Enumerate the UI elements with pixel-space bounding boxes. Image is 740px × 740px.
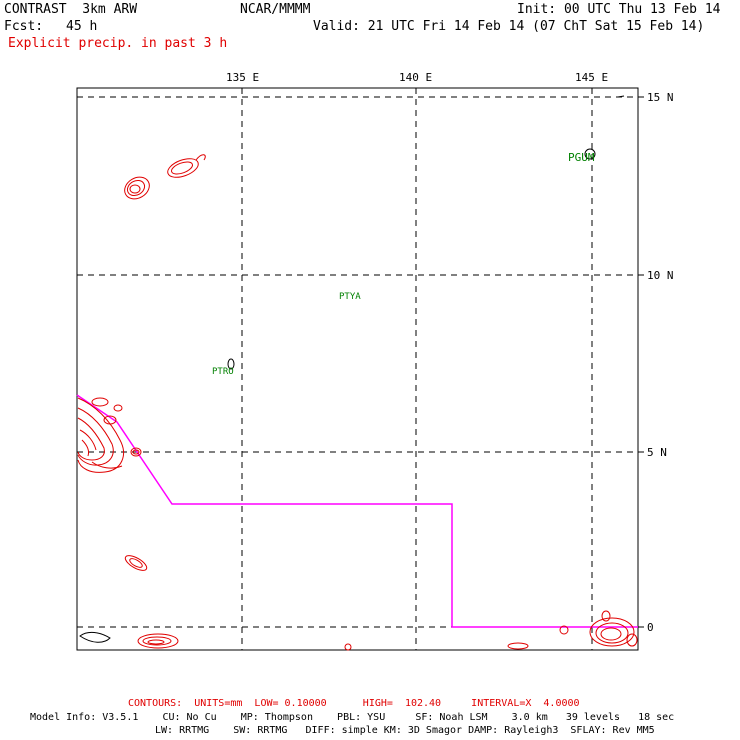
graticule	[77, 88, 638, 650]
forecast-hours: 45 h	[66, 19, 98, 34]
station-label-ptro: PTRO	[212, 367, 234, 377]
forecast-label: Fcst:	[4, 19, 44, 34]
lon-label-140: 140 E	[399, 71, 433, 84]
landmass-bottom-left	[79, 631, 111, 643]
station-label-ptya: PTYA	[339, 292, 361, 302]
island-guam	[584, 148, 596, 160]
island-palau	[227, 358, 235, 370]
boundary-line	[76, 394, 638, 628]
contour-info: CONTOURS: UNITS=mm LOW= 0.10000 HIGH= 10…	[128, 698, 580, 709]
lat-label-10n: 10 N	[647, 269, 674, 282]
lat-ticks	[638, 96, 644, 628]
lat-label-15n: 15 N	[647, 91, 674, 104]
center-name: NCAR/MMMM	[240, 2, 311, 17]
lon-label-145: 145 E	[575, 71, 609, 84]
model-info-line-1: Model Info: V3.5.1 CU: No Cu MP: Thompso…	[30, 712, 675, 723]
init-time: Init: 00 UTC Thu 13 Feb 14	[517, 2, 721, 17]
valid-time: Valid: 21 UTC Fri 14 Feb 14 (07 ChT Sat …	[313, 19, 705, 34]
lat-label-0: 0	[647, 621, 654, 634]
model-title: CONTRAST 3km ARW	[4, 2, 138, 17]
precip-contours	[77, 154, 638, 651]
lat-label-5n: 5 N	[647, 446, 667, 459]
lon-label-135: 135 E	[226, 71, 260, 84]
station-labels: PGUM PTYA PTRO	[212, 151, 595, 377]
model-info-line-2: LW: RRTMG SW: RRTMG DIFF: simple KM: 3D …	[155, 725, 655, 736]
map-frame	[76, 87, 639, 651]
island-north	[617, 95, 625, 98]
station-label-pgum: PGUM	[568, 151, 595, 164]
field-description: Explicit precip. in past 3 h	[8, 36, 228, 51]
coastlines	[79, 95, 625, 643]
